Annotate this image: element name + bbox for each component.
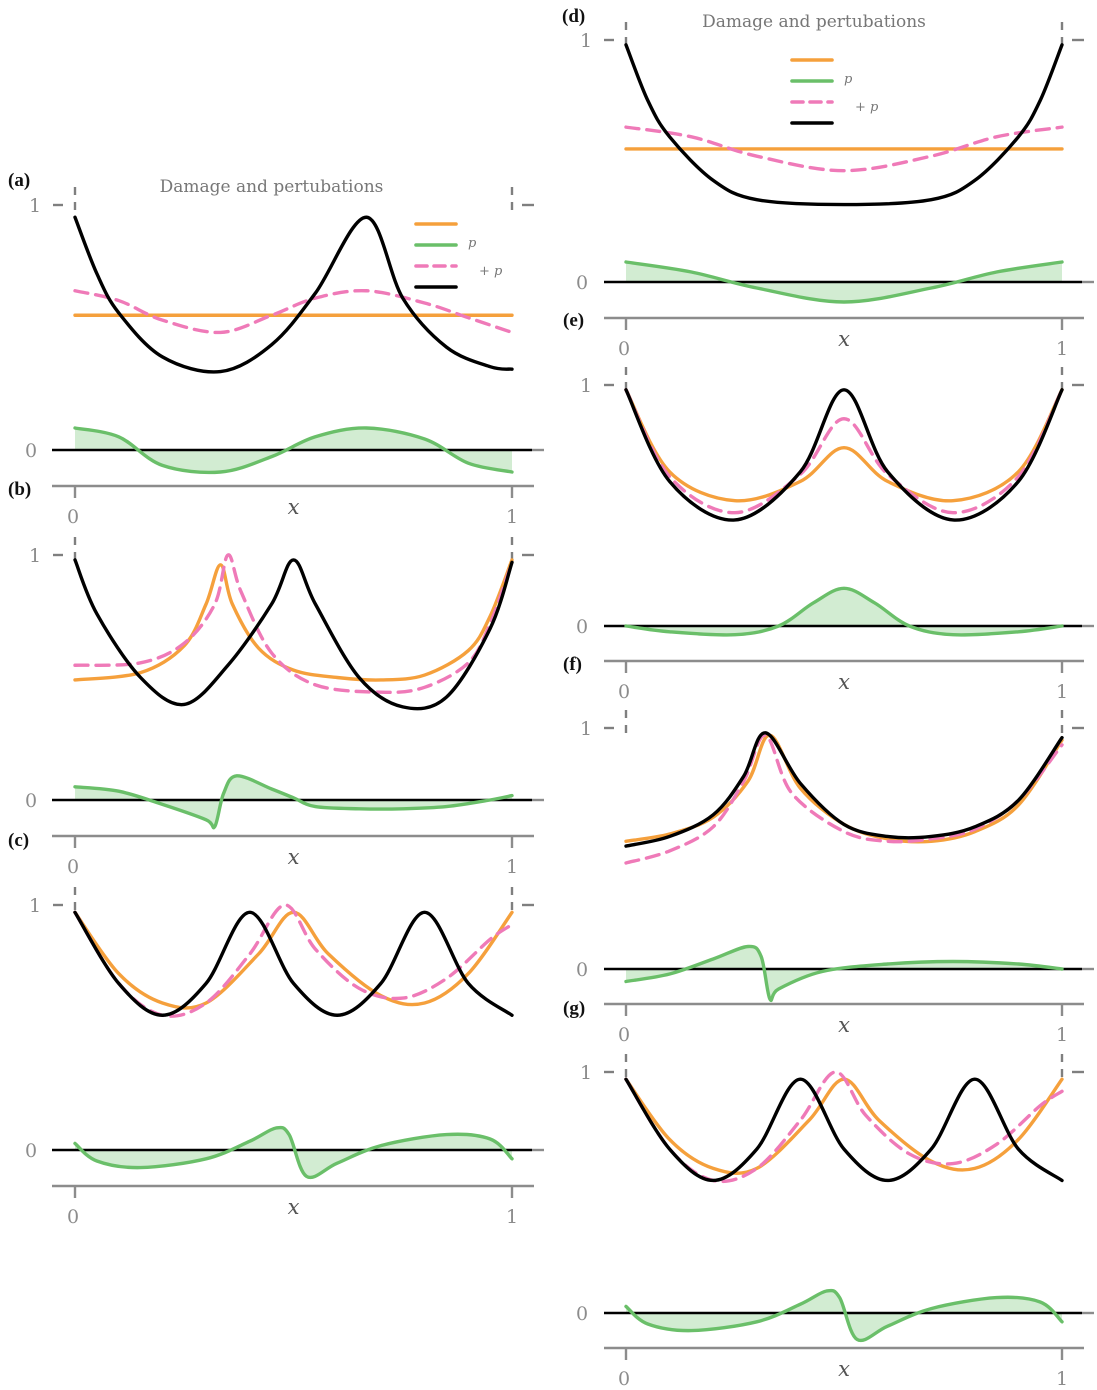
y-tick-label: 0: [576, 959, 588, 981]
y-tick-label: 1: [29, 895, 41, 917]
series-line-black: [73, 910, 514, 1017]
x-axis-label: x: [838, 1013, 850, 1037]
perturbation-line: [624, 260, 1064, 304]
panel-label: (f): [563, 654, 582, 675]
x-axis-label: x: [838, 670, 850, 694]
perturbation-fill: [626, 1290, 1062, 1341]
legend-label: + p: [855, 100, 879, 115]
perturbation-fill: [75, 1127, 512, 1178]
panel-label: (e): [563, 310, 584, 331]
y-tick-label: 1: [580, 30, 592, 52]
series-line-orange: [73, 558, 514, 682]
chart-title: Damage and pertubations: [702, 12, 926, 32]
panel-e: (e) 1 0 0 1 x: [563, 310, 1094, 703]
perturbation-line: [73, 774, 514, 830]
panel-label: (g): [563, 998, 585, 1019]
series-line-pink-dashed: [624, 125, 1064, 173]
chart-title: Damage and pertubations: [160, 177, 384, 197]
legend: p+ p: [414, 222, 503, 289]
x-axis-label: x: [288, 845, 300, 869]
perturbation-line: [73, 1125, 514, 1180]
panel-c: (c) 1 0 0 1 x: [8, 830, 544, 1228]
y-tick-label: 0: [25, 1140, 37, 1162]
series-line-orange: [73, 910, 514, 1010]
panel-a: (a) Damage and pertubations 1 0 0 1 x p+ p: [8, 170, 544, 528]
series-line-black: [73, 215, 514, 374]
series-line-orange: [624, 1077, 1064, 1175]
x-tick-label: 0: [618, 1024, 630, 1046]
y-tick-label: 1: [580, 718, 592, 740]
x-tick-label: 0: [67, 856, 79, 878]
x-tick-label: 1: [1056, 1024, 1068, 1046]
x-tick-label: 1: [506, 506, 518, 528]
series-line-orange: [624, 388, 1064, 503]
perturbation-fill: [75, 775, 512, 828]
x-tick-label: 1: [1056, 338, 1068, 360]
perturbation-line: [624, 1288, 1064, 1343]
panel-label: (c): [8, 830, 29, 851]
x-tick-label: 1: [506, 1206, 518, 1228]
series-line-black: [624, 388, 1064, 522]
x-tick-label: 0: [67, 506, 79, 528]
series-line-pink-dashed: [624, 1070, 1064, 1184]
panel-label: (b): [8, 479, 31, 500]
legend-label: p: [468, 236, 477, 251]
series-line-orange: [624, 733, 1064, 844]
legend-label: + p: [479, 264, 503, 279]
series-line-black: [73, 558, 514, 711]
panel-f: (f) 1 0 0 1 x: [563, 654, 1094, 1046]
y-tick-label: 0: [576, 1303, 588, 1325]
series-line-black: [624, 1077, 1064, 1183]
perturbation-line: [624, 586, 1064, 637]
series-line-pink-dashed: [624, 733, 1064, 865]
perturbation-fill: [626, 588, 1062, 635]
series-line-pink-dashed: [624, 388, 1064, 515]
x-axis-label: x: [838, 1357, 850, 1381]
x-tick-label: 1: [1056, 681, 1068, 703]
perturbation-line: [624, 944, 1064, 1003]
y-tick-label: 0: [576, 616, 588, 638]
x-tick-label: 0: [618, 338, 630, 360]
x-axis-label: x: [288, 495, 300, 519]
x-axis-label: x: [838, 327, 850, 351]
panel-g: (g) 1 0 0 1 x: [563, 998, 1094, 1390]
y-tick-label: 1: [580, 1062, 592, 1084]
x-tick-label: 0: [618, 1368, 630, 1390]
legend-label: p: [844, 72, 853, 87]
x-tick-label: 0: [67, 1206, 79, 1228]
x-axis-label: x: [288, 1195, 300, 1219]
perturbation-line: [73, 426, 514, 475]
series-line-pink-dashed: [73, 903, 514, 1018]
series-line-black: [624, 43, 1064, 207]
y-tick-label: 0: [25, 440, 37, 462]
perturbation-fill: [75, 427, 512, 473]
y-tick-label: 0: [576, 272, 588, 294]
y-tick-label: 1: [29, 545, 41, 567]
series-line-black: [624, 731, 1064, 848]
y-tick-label: 0: [25, 790, 37, 812]
series-line-pink-dashed: [73, 553, 514, 695]
panel-b: (b) 1 0 0 1 x: [8, 479, 544, 878]
x-tick-label: 0: [618, 681, 630, 703]
series-line-pink-dashed: [73, 288, 514, 335]
panel-label: (d): [562, 6, 585, 27]
panel-d: (d) Damage and pertubations 1 0 0 1 x p+ p: [562, 6, 1094, 360]
perturbation-fill: [626, 946, 1062, 1001]
x-tick-label: 1: [506, 856, 518, 878]
x-tick-label: 1: [1056, 1368, 1068, 1390]
legend: p+ p: [790, 58, 879, 125]
y-tick-label: 1: [29, 195, 41, 217]
y-tick-label: 1: [580, 375, 592, 397]
panel-label: (a): [8, 170, 30, 191]
